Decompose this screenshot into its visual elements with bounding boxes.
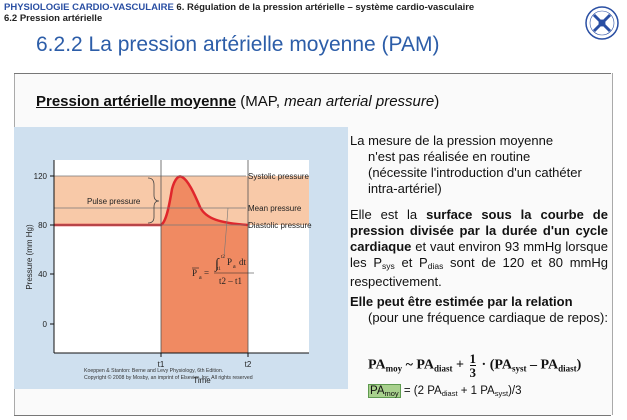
f1-dot: · ( <box>478 357 495 373</box>
para2-sub-dias: dias <box>427 261 444 271</box>
eq-denominator: t2 – t1 <box>219 276 242 286</box>
para2-mid2: et P <box>394 255 428 270</box>
eq-integrand: P <box>227 257 232 267</box>
eq-lhs: P <box>192 268 197 278</box>
header-line-2: 6.2 Pression artérielle <box>4 13 103 24</box>
eq-lhs-sub: a <box>199 275 202 281</box>
pressure-figure: 120 80 40 0 t1 t2 Time Pressure (mm Hg) … <box>14 127 348 389</box>
f1-approx: ~ <box>402 357 417 373</box>
divider-top <box>14 73 611 74</box>
f1-plus: + <box>452 357 468 373</box>
page-title: 6.2.2 La pression artérielle moyenne (PA… <box>36 33 440 56</box>
section-subtitle: Pression artérielle moyenne (MAP, mean a… <box>36 93 439 110</box>
f2-rest2: + 1 PA <box>457 385 495 397</box>
eq-integrand-sub: a <box>233 264 236 270</box>
diastolic-label: Diastolic pressure <box>248 221 312 230</box>
mean-equation: P a = ∫ t2 t1 P a dt t2 – t1 <box>192 207 254 286</box>
pulse-label: Pulse pressure <box>87 197 141 206</box>
f1-num: 1 <box>469 351 477 366</box>
para2-bold: surface sous la courbe de pression divis… <box>350 207 608 254</box>
header-line-1: PHYSIOLOGIE CARDIO-VASCULAIRE 6. Régulat… <box>4 2 574 13</box>
subtitle-open: (MAP, <box>236 93 285 110</box>
subtitle-close: ) <box>434 93 440 110</box>
university-crest-icon <box>585 6 619 40</box>
x-axis-label: Time <box>193 376 211 385</box>
subtitle-italic: mean arterial pressure <box>284 93 435 110</box>
para3-bold: Elle peut être estimée par la relation <box>350 294 573 309</box>
paragraph-definition: Elle est la surface sous la courbe de pr… <box>350 207 608 290</box>
mean-label: Mean pressure <box>248 204 302 213</box>
paragraph-measurement: La mesure de la pression moyenne n'est p… <box>350 133 608 197</box>
ytick-40: 40 <box>38 270 47 279</box>
f2-rest3: )/3 <box>508 385 522 397</box>
ytick-120: 120 <box>34 172 48 181</box>
eq-integral: ∫ <box>214 257 220 272</box>
f1-sub-diast-2: diast <box>558 363 577 374</box>
f2-rest1: = (2 PA <box>400 385 442 397</box>
f2-sub-syst: syst <box>494 389 509 398</box>
formula-simple: PAmoy = (2 PAdiast + 1 PAsyst)/3 <box>368 384 522 398</box>
area-under-curve <box>161 176 248 353</box>
f1-pa-4: PA <box>540 357 559 373</box>
f2-highlight: PAmoy <box>368 384 401 398</box>
para2-pre: Elle est la <box>350 207 427 222</box>
para3-rest: (pour une fréquence cardiaque de repos): <box>368 310 608 325</box>
para1-line-1: La mesure de la pression moyenne <box>350 133 554 148</box>
f1-close: ) <box>576 357 582 373</box>
divider-bottom <box>14 415 611 416</box>
eq-dt: dt <box>239 257 247 267</box>
para2-post: sont de 120 et 80 mmHg respectivement. <box>350 255 608 289</box>
f2-sub-moy: moy <box>384 389 399 398</box>
f1-sub-moy: moy <box>385 363 403 374</box>
f2-pa: PA <box>370 385 385 397</box>
f1-sub-diast: diast <box>434 363 453 374</box>
f1-pa: PA <box>368 357 386 373</box>
eq-upper: t2 <box>221 255 225 260</box>
f1-pa-3: PA <box>494 357 512 373</box>
para1-line-3: (nécessite l'introduction d'un cathéter <box>368 165 582 180</box>
ytick-0: 0 <box>43 320 48 329</box>
systolic-label: Systolic pressure <box>248 172 309 181</box>
f1-pa-2: PA <box>416 357 435 373</box>
subtitle-strong: Pression artérielle moyenne <box>36 93 237 110</box>
credit-line-2: Copyright © 2008 by Mosby, an imprint of… <box>84 374 253 381</box>
f1-minus: – <box>526 357 541 373</box>
page-header: PHYSIOLOGIE CARDIO-VASCULAIRE 6. Régulat… <box>4 2 574 24</box>
header-section: PHYSIOLOGIE CARDIO-VASCULAIRE <box>4 2 174 13</box>
para2-sub-sys: sys <box>382 261 395 271</box>
f2-sub-diast: diast <box>441 389 458 398</box>
xtick-t1: t1 <box>158 360 165 369</box>
f1-sub-syst: syst <box>512 363 527 374</box>
eq-lower: t1 <box>217 267 221 272</box>
credit-line-1: Koeppen & Stanton: Berne and Levy Physio… <box>84 368 224 374</box>
pulse-brace <box>147 177 160 224</box>
figure-credit: Koeppen & Stanton: Berne and Levy Physio… <box>84 368 284 381</box>
eq-equals: = <box>204 268 209 278</box>
y-axis-label: Pressure (mm Hg) <box>25 224 34 290</box>
header-chapter: 6. Régulation de la pression artérielle … <box>176 2 475 13</box>
para2-mid: et vaut environ 93 mmHg lorsque les P <box>350 239 608 270</box>
xtick-t2: t2 <box>245 360 252 369</box>
paragraph-estimation: Elle peut être estimée par la relation (p… <box>350 294 608 326</box>
pressure-diagram: 120 80 40 0 t1 t2 Time Pressure (mm Hg) … <box>25 160 312 385</box>
y-ticks <box>50 175 249 357</box>
para1-line-4: intra-artériel) <box>368 181 442 196</box>
ytick-80: 80 <box>38 221 47 230</box>
para1-line-2: n'est pas réalisée en routine <box>368 149 531 164</box>
f1-den: 3 <box>469 365 477 380</box>
